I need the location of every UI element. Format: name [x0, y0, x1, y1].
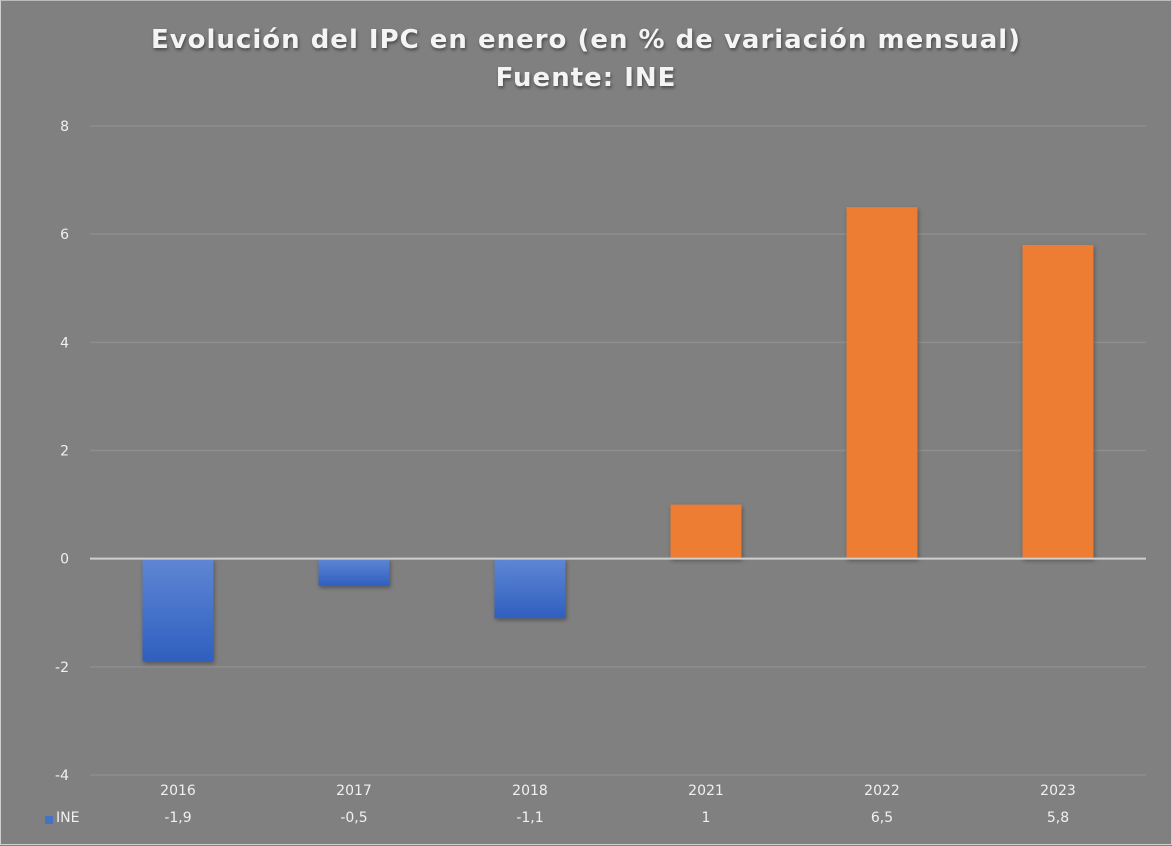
- bar-2018: [494, 558, 566, 619]
- data-table-value: -0,5: [340, 810, 367, 826]
- bar-2022: [846, 207, 918, 559]
- legend-label: INE: [56, 810, 79, 826]
- y-tick-label: 8: [60, 119, 69, 135]
- x-tick-label: 2022: [864, 783, 900, 799]
- data-table-value: 6,5: [871, 810, 893, 826]
- bar-2023: [1022, 244, 1094, 559]
- y-tick-label: 6: [60, 227, 69, 243]
- x-tick-label: 2017: [336, 783, 372, 799]
- x-tick-label: 2016: [160, 783, 196, 799]
- x-tick-label: 2021: [688, 783, 724, 799]
- data-table-value: -1,1: [516, 810, 543, 826]
- y-tick-label: 2: [60, 444, 69, 460]
- y-tick-label: 4: [60, 335, 69, 351]
- chart-title: Evolución del IPC en enero (en % de vari…: [150, 25, 1022, 55]
- data-table-value: 1: [702, 810, 711, 826]
- data-table-value: 5,8: [1047, 810, 1069, 826]
- bar-2021: [670, 504, 742, 559]
- y-tick-label: -2: [55, 660, 69, 676]
- bar-2017: [318, 558, 390, 586]
- legend-key-icon: [45, 816, 53, 824]
- x-tick-label: 2018: [512, 783, 548, 799]
- data-table-value: -1,9: [164, 810, 191, 826]
- y-tick-label: -4: [55, 768, 69, 784]
- chart-subtitle: Fuente: INE: [495, 63, 677, 93]
- bar-2016: [142, 558, 214, 662]
- y-tick-label: 0: [60, 552, 69, 568]
- x-tick-label: 2023: [1040, 783, 1076, 799]
